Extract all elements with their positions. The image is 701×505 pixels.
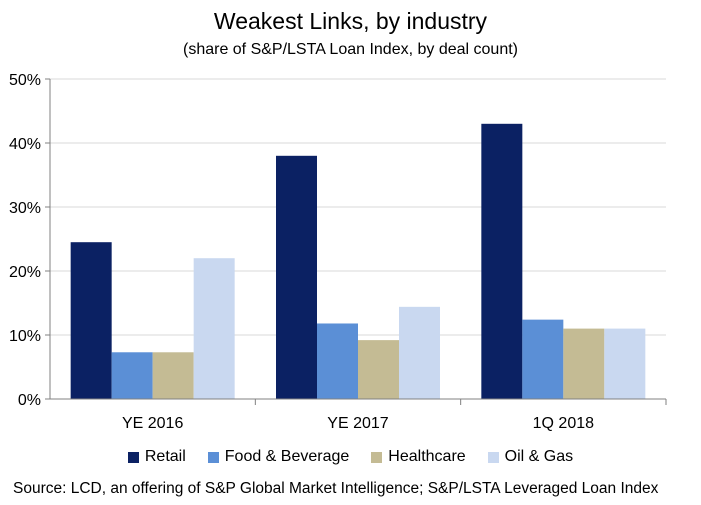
legend-swatch [371,451,383,463]
legend-label: Retail [144,448,186,465]
x-tick-label: YE 2017 [327,415,388,432]
bar-chart: 0% 10% 20% 30% 40% 50% YE 2016 YE 2017 1Q 2018 [9,72,667,432]
legend-label: Food & Beverage [224,448,350,465]
bar [70,242,112,399]
legend-label: Healthcare [388,448,466,465]
axes [45,78,667,405]
legend: Retail Food & Beverage Healthcare Oil & Gas [0,448,701,466]
legend-swatch [487,451,499,463]
y-tick-label: 40% [9,136,41,153]
y-tick-label: 50% [9,72,41,89]
gridlines [50,78,666,336]
bar [193,258,235,399]
bar [358,340,399,399]
bar [522,319,564,399]
bar [481,123,523,400]
bar [276,155,317,399]
legend-swatch [207,451,219,463]
bar [563,328,605,399]
bar [152,352,194,399]
legend-item: Retail [127,448,186,466]
source-note: Source: LCD, an offering of S&P Global M… [13,480,659,497]
bar [111,352,153,399]
x-tick-label: YE 2016 [122,415,183,432]
chart-subtitle: (share of S&P/LSTA Loan Index, by deal c… [182,41,518,58]
bars [70,123,646,400]
y-tick-label: 10% [9,328,41,345]
x-axis-ticks: YE 2016 YE 2017 1Q 2018 [122,415,594,432]
legend-swatch [127,451,139,463]
bar [399,306,440,399]
y-tick-label: 0% [18,392,41,409]
x-tick-label: 1Q 2018 [533,415,594,432]
legend-item: Healthcare [371,448,466,466]
legend-label: Oil & Gas [504,448,574,465]
chart-title: Weakest Links, by industry [213,8,488,34]
y-tick-label: 20% [9,264,41,281]
bar [317,323,358,399]
y-tick-label: 30% [9,200,41,217]
legend-item: Food & Beverage [207,448,350,466]
bar [604,328,646,399]
legend-item: Oil & Gas [487,448,574,466]
y-axis-ticks: 0% 10% 20% 30% 40% 50% [9,72,41,409]
